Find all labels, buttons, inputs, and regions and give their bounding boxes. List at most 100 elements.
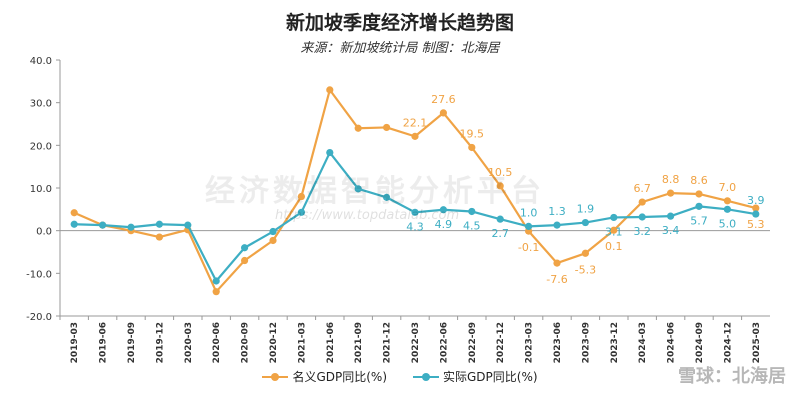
watermark-corner: 雪球：北海居 xyxy=(678,366,786,387)
data-point xyxy=(241,256,249,265)
data-point xyxy=(610,213,618,222)
data-point xyxy=(723,205,732,213)
x-tick-label: 2020-03 xyxy=(184,322,194,363)
data-label: 19.5 xyxy=(460,127,485,140)
data-label: 1.9 xyxy=(577,203,595,216)
legend-label-nominal: 名义GDP同比(%) xyxy=(292,370,387,384)
data-label: 5.0 xyxy=(719,217,737,230)
data-point xyxy=(439,109,447,117)
data-label: 27.6 xyxy=(431,93,456,106)
data-point xyxy=(99,221,107,229)
data-label: -0.1 xyxy=(518,241,539,254)
x-tick-label: 2020-09 xyxy=(241,322,251,363)
data-point xyxy=(383,123,391,132)
data-point xyxy=(70,220,78,228)
data-point xyxy=(70,209,78,217)
x-tick-label: 2021-12 xyxy=(383,322,393,363)
x-tick-label: 2025-03 xyxy=(752,322,762,363)
watermark-text: 经济数据智能分析平台 xyxy=(205,174,545,209)
data-point xyxy=(496,215,504,223)
x-tick-label: 2019-12 xyxy=(155,322,165,363)
y-tick-label: 40.0 xyxy=(30,56,52,67)
data-point xyxy=(212,277,220,285)
data-point xyxy=(411,208,419,216)
data-label: 3.1 xyxy=(605,225,623,238)
y-tick-label: 20.0 xyxy=(30,141,52,152)
data-point xyxy=(354,185,362,193)
chart-subtitle: 来源：新加坡统计局 制图：北海居 xyxy=(300,41,500,56)
data-point xyxy=(752,210,760,218)
x-tick-label: 2024-12 xyxy=(723,322,733,363)
data-label: 8.6 xyxy=(690,174,708,187)
y-tick-label: 0.0 xyxy=(36,227,52,238)
y-tick-label: -10.0 xyxy=(26,269,52,280)
data-label: 4.9 xyxy=(435,218,453,231)
data-point xyxy=(638,213,646,221)
data-point xyxy=(383,193,391,201)
data-point xyxy=(269,236,277,245)
x-tick-label: 2022-12 xyxy=(496,322,506,363)
data-point xyxy=(752,204,760,212)
data-labels: 22.127.6 19.5 10.5 -0.1 -7.6 -5.3 0.1 6.7 8.8 8.6… xyxy=(403,93,765,286)
legend-swatch-nominal xyxy=(262,371,289,383)
data-point xyxy=(326,148,334,157)
data-label: 4.5 xyxy=(463,219,481,232)
data-label: 1.3 xyxy=(548,205,566,218)
data-point xyxy=(127,223,135,231)
data-point xyxy=(212,288,220,296)
data-label: -5.3 xyxy=(575,263,596,276)
x-tick-label: 2024-09 xyxy=(695,322,705,363)
data-label: 4.3 xyxy=(406,220,424,233)
data-label: 5.7 xyxy=(690,214,708,227)
data-point xyxy=(525,222,533,230)
x-tick-label: 2020-12 xyxy=(269,322,279,363)
x-tick-label: 2023-03 xyxy=(525,322,535,363)
legend-swatch-real xyxy=(413,371,439,383)
data-point xyxy=(439,206,447,214)
data-point xyxy=(667,189,675,197)
data-point xyxy=(638,198,646,206)
y-tick-label: -20.0 xyxy=(26,312,52,323)
data-point xyxy=(496,182,504,190)
data-label: 2.7 xyxy=(491,227,509,240)
data-point xyxy=(468,143,476,152)
x-tick-label: 2023-12 xyxy=(610,322,620,363)
watermark-url: https://www.topdatalab.com xyxy=(275,208,460,223)
x-tick-label: 2022-06 xyxy=(439,322,449,363)
data-label: 0.1 xyxy=(605,240,623,253)
data-point xyxy=(553,221,561,229)
data-label: 22.1 xyxy=(403,116,428,129)
data-point xyxy=(695,202,703,210)
data-point xyxy=(581,249,590,257)
x-tick-label: 2024-03 xyxy=(638,322,648,363)
data-point xyxy=(468,207,476,216)
legend-item-nominal: 名义GDP同比(%) xyxy=(262,368,387,385)
x-tick-label: 2019-03 xyxy=(70,322,80,363)
data-point xyxy=(411,132,419,140)
data-point xyxy=(269,227,277,236)
data-point xyxy=(610,226,618,234)
data-point xyxy=(553,259,561,267)
data-point xyxy=(297,192,305,201)
x-tick-label: 2019-09 xyxy=(127,322,137,363)
x-tick-label: 2023-09 xyxy=(581,322,591,363)
data-label: 7.0 xyxy=(719,181,737,194)
y-tick-label: 10.0 xyxy=(30,184,52,195)
data-point xyxy=(297,208,305,216)
series-layer xyxy=(70,86,760,296)
data-label: 6.7 xyxy=(633,182,651,195)
x-tick-label: 2022-09 xyxy=(468,322,478,363)
data-label: 10.5 xyxy=(488,166,513,179)
chart-title: 新加坡季度经济增长趋势图 xyxy=(285,12,514,34)
legend-item-real: 实际GDP同比(%) xyxy=(413,368,538,385)
data-point xyxy=(695,190,703,198)
y-tick-label: 30.0 xyxy=(30,99,52,110)
data-label: 5.3 xyxy=(747,218,765,231)
data-label: 3.9 xyxy=(747,194,765,207)
data-label: 8.8 xyxy=(662,173,680,186)
data-point xyxy=(667,212,675,220)
x-tick-label: 2024-06 xyxy=(667,322,677,363)
x-tick-label: 2021-06 xyxy=(326,322,336,363)
data-point xyxy=(326,86,334,94)
x-tick-label: 2021-03 xyxy=(297,322,307,363)
